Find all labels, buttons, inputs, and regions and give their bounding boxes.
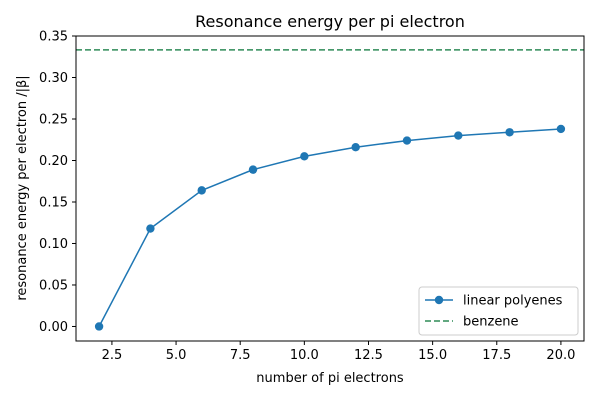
y-axis-title: resonance energy per electron /|β| [15, 75, 30, 300]
x-tick-label: 20.0 [546, 348, 575, 363]
x-tick-label: 12.5 [354, 348, 383, 363]
data-point [248, 165, 258, 174]
data-point [556, 124, 566, 134]
y-tick-label: 0.10 [39, 237, 68, 252]
legend-label: benzene [463, 315, 519, 330]
data-point [351, 143, 360, 152]
x-tick-label: 10.0 [290, 348, 319, 363]
legend-box [418, 286, 579, 336]
x-tick-label: 15.0 [418, 348, 447, 363]
data-point [146, 224, 155, 233]
x-tick-label: 2.5 [102, 348, 123, 363]
y-tick-label: 0.00 [39, 320, 68, 335]
data-point [300, 152, 309, 161]
y-tick-label: 0.25 [39, 112, 68, 127]
plot-frame [75, 35, 585, 342]
x-tick-label: 17.5 [482, 348, 511, 363]
y-tick-label: 0.05 [39, 278, 68, 293]
data-point [94, 322, 104, 331]
data-point [505, 128, 514, 137]
legend-marker [434, 295, 444, 305]
x-axis-title: number of pi electrons [256, 371, 404, 386]
legend: linear polyenes benzene [418, 286, 579, 336]
x-tick-label: 5.0 [166, 348, 187, 363]
legend-label: linear polyenes [463, 294, 563, 309]
data-point [197, 186, 206, 195]
polyene-line [98, 128, 561, 327]
y-tick-label: 0.20 [39, 154, 68, 169]
chart-title: Resonance energy per pi electron [195, 12, 465, 31]
x-tick-label: 7.5 [230, 348, 251, 363]
data-point [402, 136, 412, 145]
data-point [454, 131, 463, 140]
y-tick-label: 0.15 [39, 195, 68, 210]
y-tick-label: 0.35 [39, 30, 68, 45]
y-tick-label: 0.30 [39, 71, 68, 86]
